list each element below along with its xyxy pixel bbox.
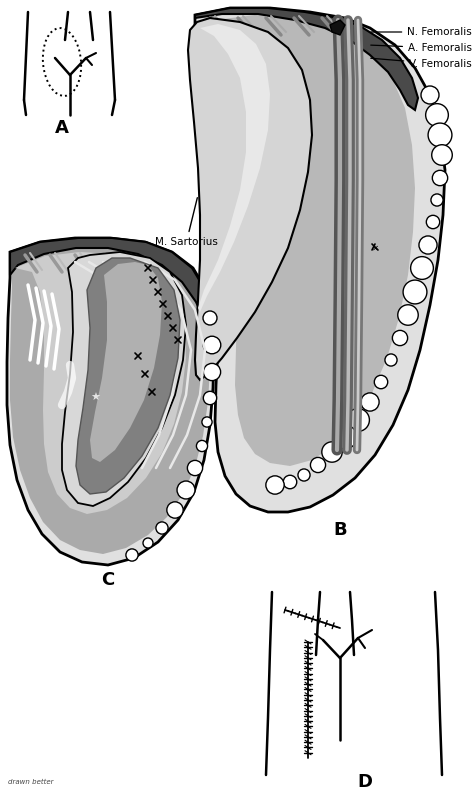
Circle shape [156,522,168,534]
Circle shape [432,145,452,166]
Polygon shape [90,262,162,462]
Circle shape [385,354,397,366]
Circle shape [143,538,153,548]
Circle shape [421,86,439,104]
Text: M. Sartorius: M. Sartorius [155,197,218,247]
Circle shape [426,103,448,127]
Polygon shape [195,8,418,110]
Circle shape [177,481,195,499]
Polygon shape [76,258,180,494]
Polygon shape [10,244,210,554]
Circle shape [428,123,452,147]
Text: A: A [55,119,69,137]
Circle shape [167,501,183,518]
Circle shape [126,549,138,561]
Circle shape [392,330,408,345]
Text: V. Femoralis: V. Femoralis [371,58,472,69]
Text: D: D [357,773,373,791]
Circle shape [398,305,418,326]
Text: A. Femoralis: A. Femoralis [371,43,472,53]
Circle shape [310,458,326,473]
Circle shape [410,256,433,279]
Circle shape [346,408,369,431]
Circle shape [187,460,202,476]
Circle shape [361,393,379,411]
Text: ✕: ✕ [372,244,379,252]
Text: drawn better: drawn better [8,779,54,785]
Polygon shape [195,8,445,512]
Circle shape [266,476,284,494]
Circle shape [298,469,310,481]
Circle shape [322,442,342,462]
Circle shape [432,170,447,185]
Circle shape [196,440,208,451]
Text: N. Femoralis: N. Femoralis [371,27,472,37]
Polygon shape [198,24,270,312]
Circle shape [426,216,440,228]
Circle shape [203,336,221,353]
Polygon shape [15,252,186,514]
Text: ★: ★ [90,393,100,403]
Polygon shape [212,15,415,466]
Circle shape [283,475,297,489]
Circle shape [431,194,443,206]
Polygon shape [188,18,312,380]
Circle shape [333,425,357,449]
Circle shape [203,311,217,325]
Text: C: C [101,571,115,589]
Circle shape [202,417,212,427]
Circle shape [419,236,437,254]
Circle shape [203,392,217,404]
Polygon shape [62,252,186,506]
Polygon shape [330,20,345,35]
Circle shape [374,375,388,388]
Polygon shape [10,238,208,315]
Circle shape [203,364,220,380]
Text: B: B [333,521,347,539]
Circle shape [403,280,427,304]
Polygon shape [7,238,214,565]
